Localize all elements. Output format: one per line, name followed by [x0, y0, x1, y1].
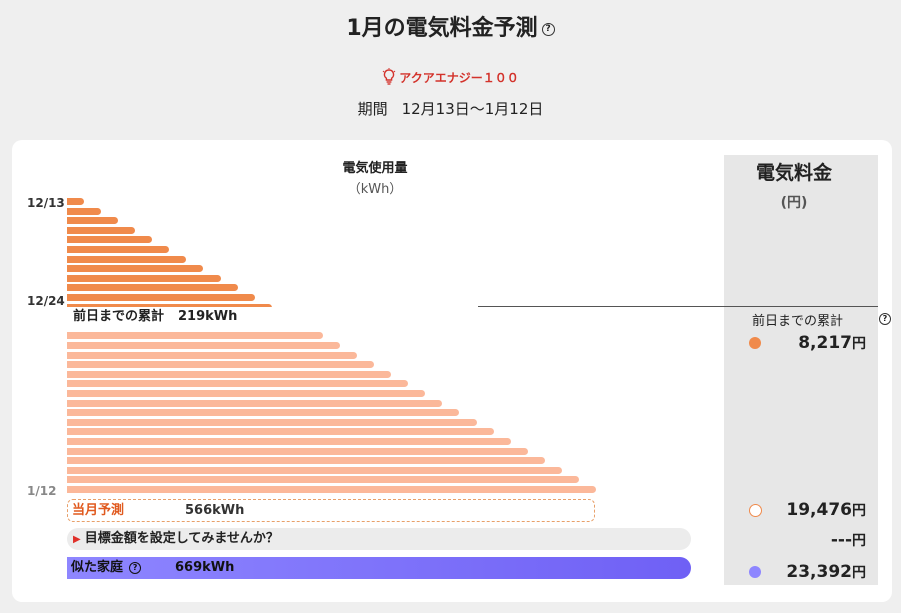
cumulative-usage-label: 前日までの累計 219kWh: [67, 307, 283, 327]
usage-day-bar: [67, 284, 238, 292]
usage-day-bar: [67, 399, 443, 407]
date-label-start: 12/13: [27, 196, 65, 210]
usage-day-bar: [67, 457, 545, 465]
fee-similar-row: 23,392円: [744, 560, 866, 584]
usage-day-bar: [67, 418, 477, 426]
usage-day-bar: [67, 476, 579, 484]
page-title: 1月の電気料金予測?: [0, 10, 901, 42]
usage-day-bar: [67, 466, 562, 474]
page-title-text: 1月の電気料金予測: [346, 16, 538, 41]
usage-day-bar: [67, 361, 375, 369]
help-icon[interactable]: ?: [129, 562, 142, 574]
fee-forecast-row: 19,476円: [744, 498, 866, 522]
usage-day-bar: [67, 390, 426, 397]
usage-day-bar: [67, 246, 170, 253]
usage-day-bar: [67, 447, 528, 455]
plan-name-text: アクアエナジー１００: [399, 71, 519, 85]
usage-day-bar: [67, 380, 409, 388]
fee-goal-row: ---円: [744, 528, 866, 552]
usage-day-bar: [67, 198, 84, 205]
fee-unit: (円): [780, 195, 808, 211]
plan-name: アクアエナジー１００: [0, 68, 901, 89]
lightbulb-icon: [382, 68, 396, 89]
usage-title: 電気使用量: [342, 161, 408, 176]
triangle-right-icon: ▶: [73, 534, 81, 545]
period-value: 12月13日〜1月12日: [401, 100, 544, 118]
usage-day-bar: [67, 207, 102, 215]
usage-day-bar: [67, 428, 494, 436]
similar-dot-icon: [749, 566, 761, 578]
help-icon[interactable]: ?: [879, 313, 891, 325]
set-goal-label: 目標金額を設定してみませんか？: [84, 531, 279, 546]
fee-similar-amount: 23,392円: [786, 562, 866, 582]
fee-forecast-amount: 19,476円: [786, 500, 866, 520]
fee-cumulative-label: 前日までの累計: [752, 314, 844, 329]
forecast-circle-icon: [749, 504, 762, 517]
help-icon[interactable]: ?: [541, 23, 555, 36]
set-goal-button[interactable]: ▶ 目標金額を設定してみませんか？: [67, 528, 691, 550]
forecast-usage-box: 当月予測 566kWh: [67, 499, 595, 522]
billing-period: 期間 12月13日〜1月12日: [0, 98, 901, 119]
usage-day-bar: [67, 265, 204, 273]
usage-day-bar: [67, 255, 187, 263]
cumulative-divider: [478, 306, 878, 307]
usage-day-bar: [67, 294, 255, 301]
cumulative-usage-text: 前日までの累計: [73, 309, 165, 324]
similar-household-bar: 似た家庭? 669kWh: [67, 557, 691, 579]
fee-cumulative-amount: 8,217円: [798, 333, 866, 353]
similar-household-value: 669kWh: [175, 560, 235, 575]
date-label-mid: 12/24: [27, 294, 65, 308]
fee-goal-amount: ---円: [830, 530, 866, 550]
fee-title: 電気料金: [755, 162, 832, 184]
usage-day-bar: [67, 486, 596, 493]
similar-household-label: 似た家庭: [71, 560, 124, 575]
fee-cumulative-row: 8,217円: [744, 331, 866, 355]
usage-day-bar: [67, 438, 511, 445]
forecast-usage-label: 当月予測: [72, 503, 125, 518]
date-label-end: 1/12: [27, 484, 57, 498]
usage-day-bar: [67, 370, 392, 378]
forecast-usage-value: 566kWh: [185, 503, 245, 518]
cumulative-usage-value: 219kWh: [178, 309, 238, 324]
usage-day-bar: [67, 409, 460, 417]
usage-day-bar: [67, 274, 221, 282]
period-label: 期間: [357, 100, 388, 118]
usage-day-bar: [67, 351, 358, 359]
usage-day-bar: [67, 342, 340, 349]
usage-day-bar: [67, 217, 119, 225]
cumulative-dot-icon: [749, 337, 761, 349]
usage-day-bar: [67, 226, 136, 234]
usage-day-bar: [67, 236, 153, 244]
usage-unit: （kWh）: [347, 182, 403, 197]
usage-day-bar: [67, 332, 323, 340]
